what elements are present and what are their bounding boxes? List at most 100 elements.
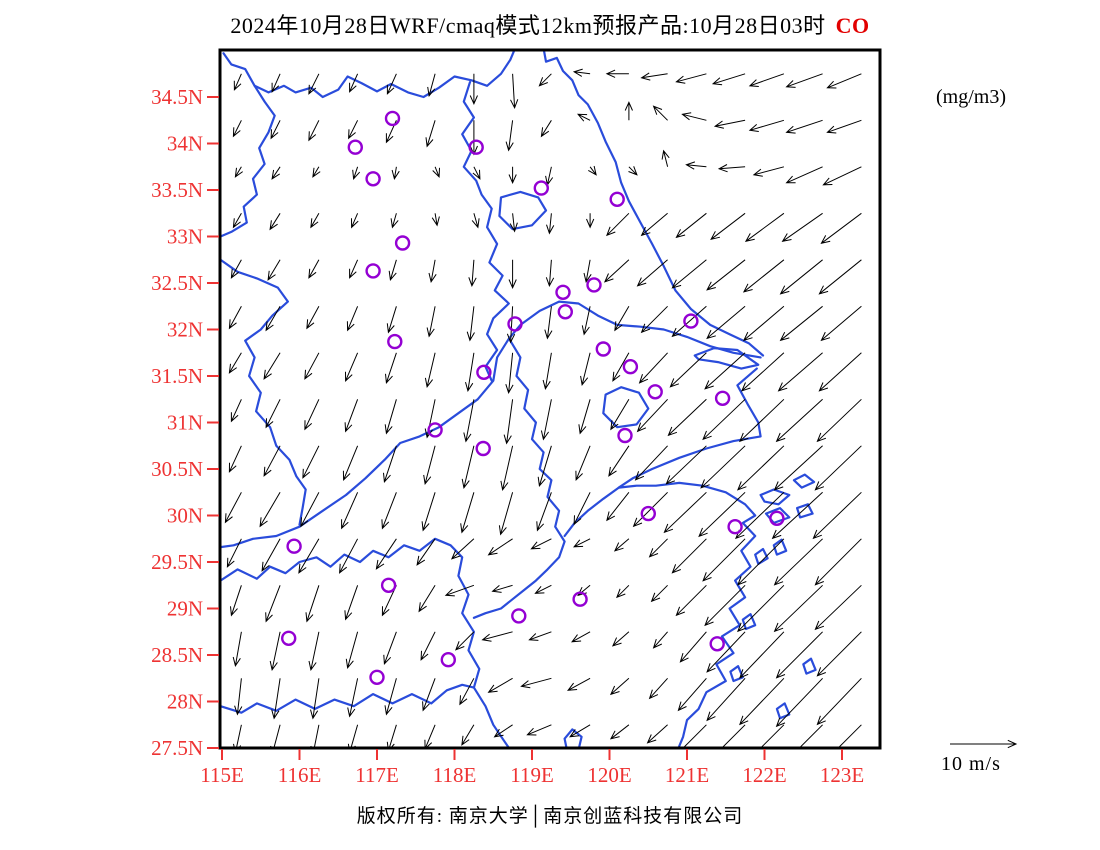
boundary-island-7: [741, 613, 757, 631]
boundary-qiantang-river: [563, 486, 620, 538]
station-shanghai: [714, 390, 731, 406]
wind-arrow: [640, 305, 668, 334]
wind-arrow: [820, 305, 862, 342]
station-tongling: [427, 422, 443, 438]
wind-arrow: [310, 724, 320, 748]
wind-arrow: [605, 69, 629, 78]
station-jinhua: [572, 591, 588, 607]
wind-arrow: [423, 445, 436, 485]
wind-arrow: [785, 119, 823, 134]
wind-arrow: [573, 538, 591, 548]
station-yancheng: [609, 191, 625, 208]
wind-arrow: [463, 399, 475, 443]
x-axis-label: 117E: [355, 763, 399, 787]
station-nanchang: [281, 630, 297, 646]
wind-arrow: [646, 724, 668, 744]
wind-arrow: [384, 399, 397, 435]
wind-arrow: [679, 631, 707, 663]
wind-arrow: [424, 724, 436, 748]
wind-arrow: [505, 120, 514, 152]
wind-arrow: [669, 352, 707, 388]
wind-arrow: [710, 212, 746, 241]
wind-arrow: [698, 491, 746, 538]
wind-arrow: [826, 119, 862, 134]
wind-arrow: [469, 120, 478, 156]
wind-arrow: [349, 73, 359, 93]
wind-arrow: [739, 398, 785, 443]
wind-arrow: [624, 101, 633, 121]
y-axis-label: 33.5N: [151, 178, 203, 202]
wind-arrow: [742, 259, 785, 293]
wind-arrow: [748, 119, 785, 132]
wind-arrow: [421, 492, 436, 532]
wind-arrow: [469, 73, 478, 106]
wind-arrow: [339, 538, 359, 574]
station-xuzhou: [384, 110, 401, 127]
wind-arrow: [616, 584, 630, 599]
wind-arrow: [228, 352, 242, 374]
wind-arrow: [310, 213, 320, 229]
wind-arrow: [611, 631, 630, 647]
wind-arrow: [636, 398, 668, 433]
wind-arrow: [461, 724, 475, 746]
wind-arrow: [460, 492, 475, 534]
wind-arrow: [571, 631, 591, 643]
wind-arrow: [822, 166, 862, 186]
y-axis-label: 32N: [167, 318, 203, 342]
wind-arrow: [775, 677, 823, 728]
station-jingdezhen: [380, 577, 397, 593]
wind-arrow: [816, 677, 862, 726]
wind-arrow: [721, 724, 746, 748]
wind-arrow: [312, 166, 321, 178]
title-text: 2024年10月28日WRF/cmaq模式12km预报产品:10月28日03时: [230, 13, 826, 38]
wind-arrow: [228, 306, 242, 330]
wind-arrow: [781, 212, 823, 243]
wind-arrow: [634, 445, 668, 481]
boundary-henan-anhui-border: [220, 84, 276, 238]
wind-arrow: [416, 538, 436, 566]
wind-arrow: [779, 305, 823, 342]
unit-label: (mg/m3): [936, 86, 1006, 108]
wind-arrow: [537, 445, 552, 487]
wind-arrow: [717, 164, 746, 173]
boundary-island-2: [792, 473, 816, 489]
wind-arrow: [773, 584, 823, 633]
wind-arrow: [271, 73, 281, 93]
wind-arrow: [261, 538, 281, 572]
wind-arrow: [837, 724, 862, 748]
y-axis-label: 31N: [167, 411, 203, 435]
y-axis-label: 27.5N: [151, 736, 203, 760]
wind-arrow: [345, 352, 359, 382]
copyright-text: 版权所有: 南京大学│南京创蓝科技有限公司: [356, 806, 744, 827]
station-taizhou-jiangsu: [586, 277, 602, 293]
station-wuhu: [476, 364, 492, 380]
wind-arrow: [263, 352, 281, 380]
wind-arrow: [544, 306, 553, 340]
y-axis-label: 29.5N: [151, 550, 203, 574]
wind-arrow: [530, 538, 552, 550]
wind-arrow: [384, 678, 397, 716]
wind-arrow: [302, 445, 320, 479]
wind-arrow: [671, 538, 707, 574]
wind-arrow: [580, 352, 591, 386]
wind-arrow: [526, 724, 552, 736]
wind-arrow: [391, 166, 400, 181]
wind-arrow: [348, 120, 359, 140]
x-axis-label: 119E: [510, 763, 554, 787]
wind-arrow: [230, 399, 242, 423]
wind-arrow: [677, 677, 707, 712]
wind-arrow: [588, 165, 597, 176]
wind-arrow: [386, 306, 397, 334]
wind-arrow: [773, 445, 823, 491]
wind-arrow: [308, 120, 320, 142]
x-axis-label: 122E: [742, 763, 786, 787]
wind-arrow: [581, 306, 591, 336]
wind-arrow: [351, 213, 359, 229]
wind-arrow: [606, 491, 630, 522]
wind-arrow: [603, 259, 630, 283]
wind-arrow: [567, 677, 591, 691]
station-hangzhou: [640, 505, 656, 522]
wind-arrow: [267, 259, 281, 281]
wind-arrow: [300, 492, 320, 528]
wind-arrow: [265, 399, 281, 429]
